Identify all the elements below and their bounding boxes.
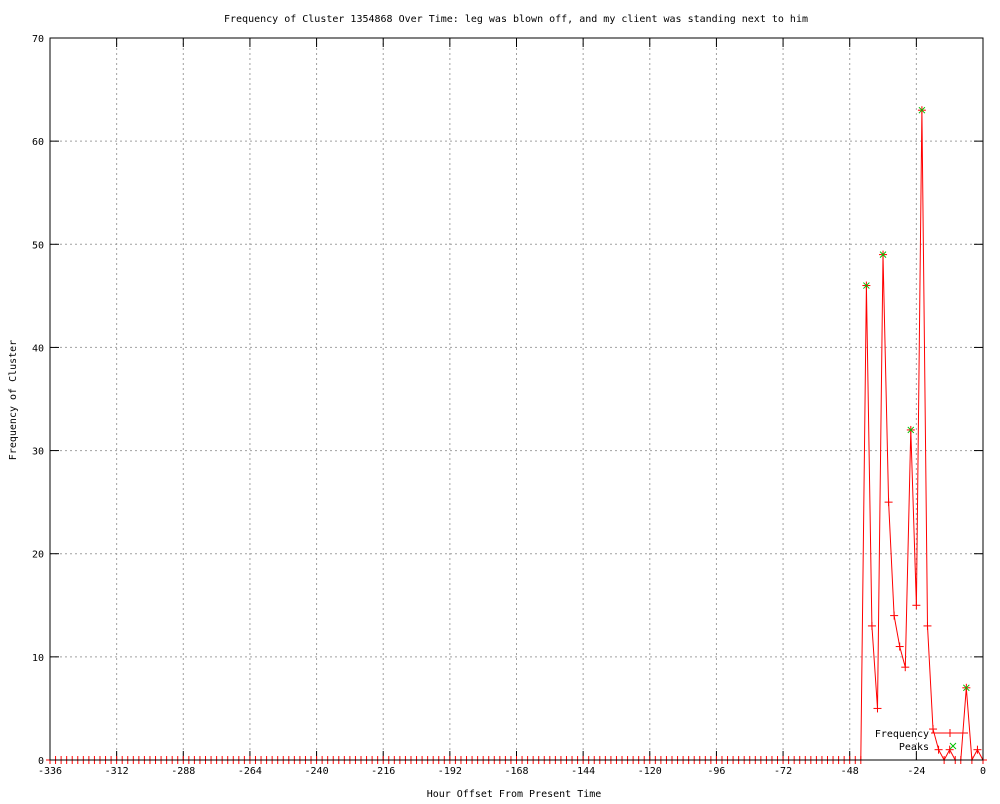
peak-point <box>879 251 887 258</box>
y-tick-label: 60 <box>32 137 44 148</box>
x-tick-label: -288 <box>171 766 195 777</box>
legend-sample-frequency-point <box>946 729 954 737</box>
x-tick-label: -144 <box>571 766 595 777</box>
frequency-point <box>873 704 882 713</box>
chart-title: Frequency of Cluster 1354868 Over Time: … <box>224 14 808 25</box>
frequency-point <box>884 498 893 507</box>
frequency-line <box>50 110 984 762</box>
plot-border <box>49 37 984 761</box>
peak-point <box>962 684 970 692</box>
frequency-point <box>912 601 921 610</box>
y-tick-label: 0 <box>38 756 44 767</box>
frequency-point <box>945 745 954 754</box>
frequency-point <box>890 611 899 620</box>
legend: Frequency Peaks <box>875 729 968 753</box>
y-tick-label: 30 <box>32 447 44 458</box>
frequency-point <box>923 621 932 630</box>
x-tick-label: -264 <box>238 766 262 777</box>
peak-point <box>918 106 926 114</box>
x-tick-label: -24 <box>907 766 925 777</box>
x-tick-label: -240 <box>305 766 329 777</box>
x-tick-label: -168 <box>504 766 528 777</box>
x-axis-label: Hour Offset From Present Time <box>427 789 602 800</box>
legend-label-peaks: Peaks <box>899 742 929 753</box>
ticks: -336 -312 -288 -264 -240 -216 -192 -168 -144 -120… <box>32 34 986 777</box>
frequency-point <box>901 663 910 672</box>
y-tick-label: 70 <box>32 34 44 45</box>
y-axis-label: Frequency of Cluster <box>8 340 19 460</box>
legend-label-frequency: Frequency <box>875 729 929 740</box>
legend-sample-peaks-point <box>949 742 957 750</box>
x-tick-label: -216 <box>371 766 395 777</box>
frequency-point <box>929 725 938 734</box>
x-tick-label: -312 <box>105 766 129 777</box>
x-tick-label: 0 <box>980 766 986 777</box>
frequency-point <box>895 642 904 651</box>
x-tick-label: -72 <box>774 766 792 777</box>
x-tick-label: -96 <box>707 766 725 777</box>
y-tick-label: 50 <box>32 240 44 251</box>
x-tick-label: -336 <box>38 766 62 777</box>
frequency-point <box>867 621 876 630</box>
peak-point <box>907 426 915 434</box>
grid <box>50 38 983 760</box>
y-tick-label: 40 <box>32 343 44 354</box>
y-tick-label: 10 <box>32 653 44 664</box>
frequency-point <box>973 745 982 754</box>
x-tick-label: -120 <box>638 766 662 777</box>
x-tick-label: -192 <box>438 766 462 777</box>
x-tick-label: -48 <box>841 766 859 777</box>
peak-point <box>863 282 870 289</box>
y-tick-label: 20 <box>32 550 44 561</box>
frequency-point <box>934 745 943 754</box>
